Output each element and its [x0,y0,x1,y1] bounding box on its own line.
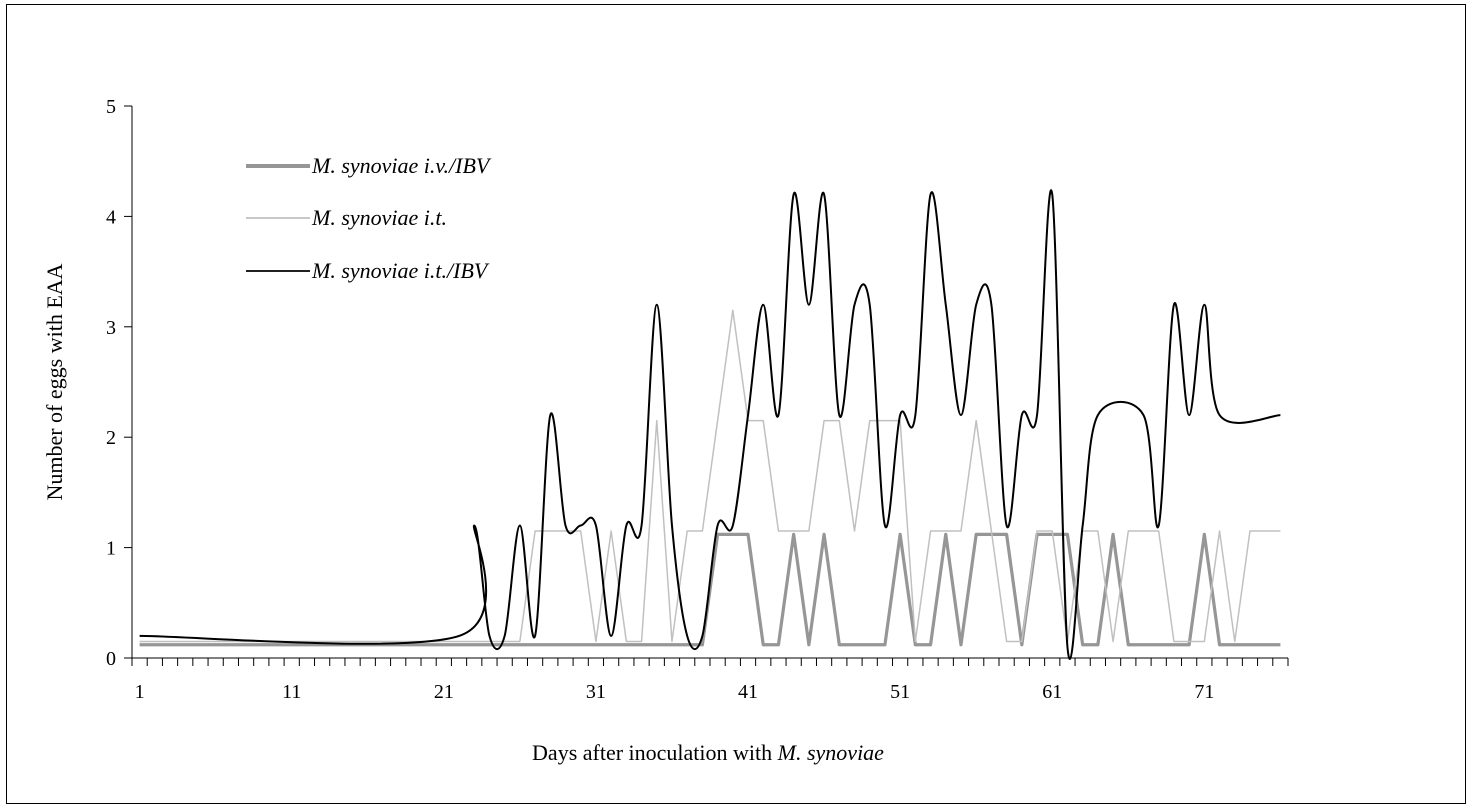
y-tick-label: 0 [106,648,116,670]
x-axis-title-italic: M. synoviae [777,740,885,765]
x-tick-label: 11 [282,681,301,703]
y-tick-label: 5 [106,96,116,118]
chart-frame [6,4,1466,804]
x-tick-label: 71 [1194,681,1214,703]
legend: M. synoviae i.v./IBV M. synoviae i.t. M. s… [246,153,492,283]
legend-item-it-ibv: M. synoviae i.t./IBV [246,258,490,283]
x-tick-label: 51 [890,681,910,703]
y-axis-title: Number of eggs with EAA [42,263,67,500]
legend-label: M. synoviae i.v./IBV [311,153,492,178]
x-tick-label: 21 [434,681,454,703]
y-ticks: 0 1 2 3 4 5 [106,96,132,670]
series-iv-ibv-line [139,532,1281,647]
legend-label: M. synoviae i.t. [311,205,447,230]
legend-item-iv-ibv: M. synoviae i.v./IBV [246,153,492,178]
x-ticks: 1 11 21 31 41 51 61 71 [131,658,1289,703]
y-tick-label: 3 [106,317,116,339]
x-axis-title-prefix: Days after inoculation with [532,740,778,765]
y-tick-label: 1 [106,538,116,560]
x-tick-label: 31 [586,681,606,703]
y-tick-label: 2 [106,427,116,449]
x-tick-label: 61 [1042,681,1062,703]
y-tick-label: 4 [106,206,116,228]
x-tick-label: 1 [135,681,145,703]
series-it-line [139,309,1281,643]
legend-item-it: M. synoviae i.t. [246,205,447,230]
x-tick-label: 41 [738,681,758,703]
series-it-ibv-line [139,189,1281,660]
series-layer [139,189,1281,660]
legend-label: M. synoviae i.t./IBV [311,258,490,283]
x-axis-title: Days after inoculation with M. synoviae [532,740,884,765]
